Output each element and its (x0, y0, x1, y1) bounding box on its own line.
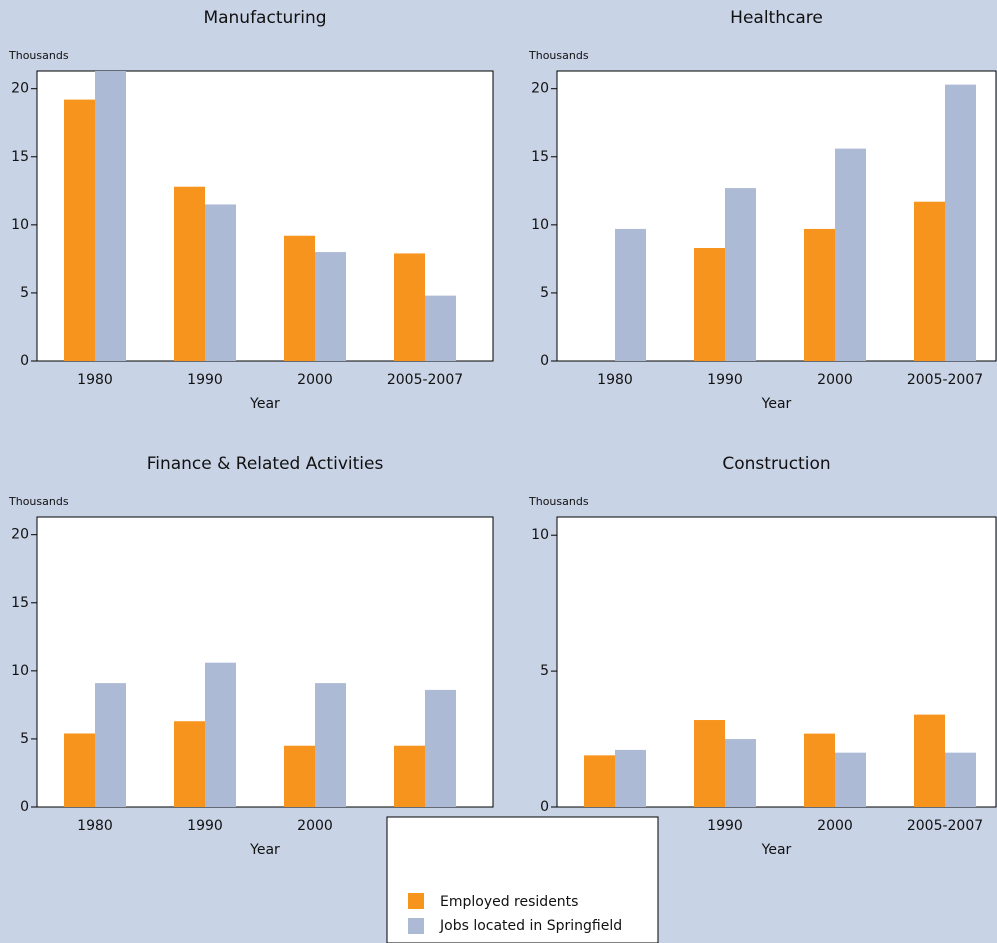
y-tick-label: 20 (11, 81, 29, 97)
bar (914, 714, 945, 807)
bar (615, 749, 646, 807)
x-tick-label: 2005-2007 (387, 372, 463, 388)
y-tick-label: 10 (11, 217, 29, 233)
y-tick-label: 0 (20, 799, 29, 815)
y-tick-label: 5 (20, 731, 29, 747)
bar (95, 71, 126, 361)
bar (835, 752, 866, 807)
bar (315, 683, 346, 807)
y-tick-label: 20 (11, 527, 29, 543)
x-tick-label: 1980 (77, 818, 113, 834)
bar (394, 253, 425, 361)
bar (284, 745, 315, 807)
bar (914, 201, 945, 361)
bar (95, 683, 126, 807)
x-tick-label: 2000 (817, 818, 853, 834)
bar (174, 721, 205, 807)
x-tick-label: 2005-2007 (907, 372, 983, 388)
y-axis-label: Thousands (8, 49, 69, 62)
bar (804, 733, 835, 807)
bar (725, 188, 756, 361)
y-tick-label: 10 (531, 217, 549, 233)
y-tick-label: 0 (20, 353, 29, 369)
bar (945, 752, 976, 807)
y-tick-label: 15 (11, 149, 29, 165)
bar (615, 228, 646, 361)
x-tick-label: 1990 (707, 818, 743, 834)
x-tick-label: 1980 (77, 372, 113, 388)
bar (174, 186, 205, 361)
bar (835, 148, 866, 361)
bar (205, 204, 236, 361)
bar (205, 662, 236, 807)
x-axis-label: Year (761, 396, 792, 412)
bar (284, 235, 315, 361)
x-tick-label: 2000 (297, 372, 333, 388)
x-tick-label: 1980 (597, 372, 633, 388)
legend: Employed residents Jobs located in Sprin… (386, 816, 659, 943)
bar (694, 720, 725, 807)
chart-title: Healthcare (730, 8, 823, 28)
legend-swatch (408, 918, 424, 934)
x-tick-label: 1990 (187, 372, 223, 388)
x-tick-label: 2000 (297, 818, 333, 834)
bar (694, 247, 725, 361)
y-axis-label: Thousands (528, 495, 589, 508)
x-axis-label: Year (249, 842, 280, 858)
x-tick-label: 1990 (187, 818, 223, 834)
y-tick-label: 5 (540, 663, 549, 679)
y-axis-label: Thousands (8, 495, 69, 508)
y-tick-label: 20 (531, 81, 549, 97)
bar (425, 689, 456, 807)
bar (425, 295, 456, 361)
y-tick-label: 5 (20, 285, 29, 301)
legend-label: Employed residents (440, 894, 578, 910)
bar (804, 228, 835, 361)
bar (315, 252, 346, 361)
y-tick-label: 0 (540, 799, 549, 815)
chart-title: Manufacturing (203, 8, 326, 28)
x-tick-label: 2000 (817, 372, 853, 388)
x-tick-label: 2005-2007 (907, 818, 983, 834)
x-axis-label: Year (249, 396, 280, 412)
y-tick-label: 15 (11, 595, 29, 611)
legend-box (386, 816, 659, 943)
bar (394, 745, 425, 807)
y-tick-label: 0 (540, 353, 549, 369)
bar (725, 739, 756, 807)
y-axis-label: Thousands (528, 49, 589, 62)
chart-title: Construction (722, 454, 830, 474)
legend-label: Jobs located in Springfield (439, 918, 622, 934)
x-axis-label: Year (761, 842, 792, 858)
x-tick-label: 1990 (707, 372, 743, 388)
bar (584, 755, 615, 807)
y-tick-label: 5 (540, 285, 549, 301)
y-tick-label: 10 (11, 663, 29, 679)
bar (945, 84, 976, 361)
chart-title: Finance & Related Activities (147, 454, 384, 474)
legend-swatch (408, 893, 424, 909)
y-tick-label: 10 (531, 527, 549, 543)
bar (64, 99, 95, 361)
y-tick-label: 15 (531, 149, 549, 165)
bar (64, 733, 95, 807)
